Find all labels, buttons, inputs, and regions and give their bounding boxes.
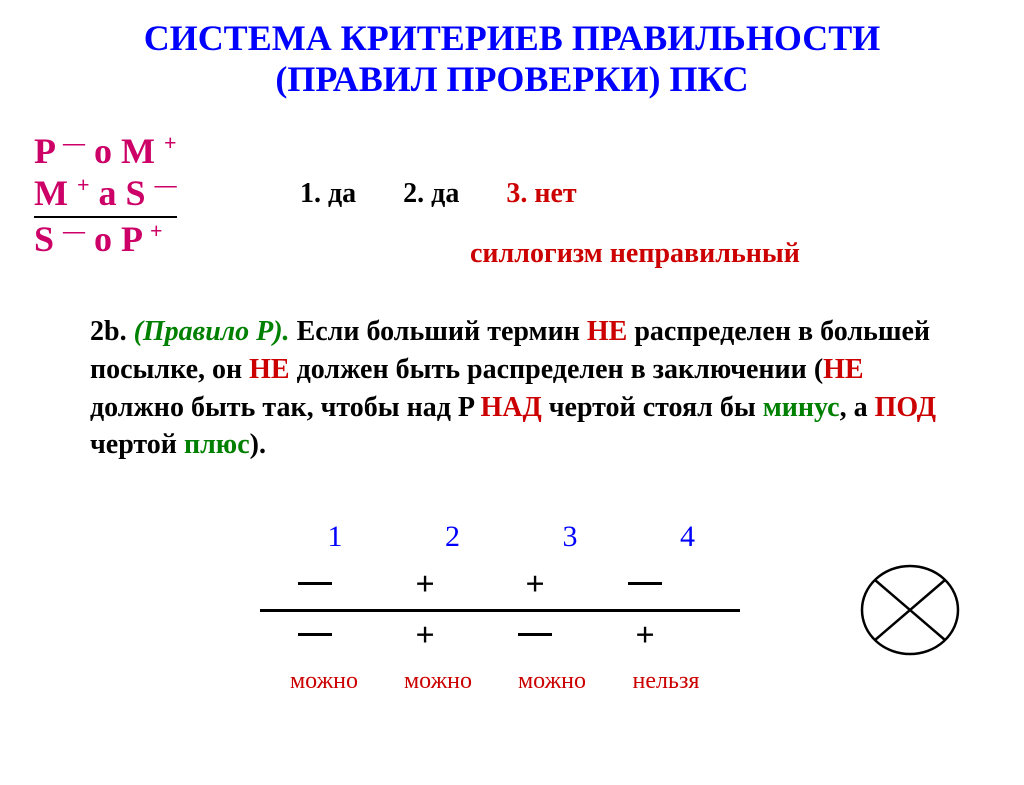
answer-1: 1. да bbox=[300, 178, 356, 210]
rule-t7: чертой bbox=[90, 429, 184, 460]
label-1: можно bbox=[270, 668, 378, 695]
title-line1: СИСТЕМА КРИТЕРИЕВ ПРАВИЛЬНОСТИ bbox=[144, 18, 881, 58]
col-2: 2 bbox=[398, 520, 508, 554]
cell-top-3: + bbox=[480, 563, 590, 607]
slide-title: СИСТЕМА КРИТЕРИЕВ ПРАВИЛЬНОСТИ (ПРАВИЛ П… bbox=[0, 18, 1024, 101]
rule-nad: НАД bbox=[480, 392, 541, 423]
syll-r1-mid: о bbox=[85, 131, 121, 171]
rule-name: (Правило P). bbox=[134, 316, 290, 347]
rule-t6: , а bbox=[840, 392, 875, 423]
syllogism-block: P — о M + M + а S — S — о P + bbox=[34, 130, 177, 260]
syll-r2-mid: а bbox=[90, 173, 126, 213]
answers-row: 1. да 2. да 3. нет bbox=[300, 178, 577, 210]
label-4: нельзя bbox=[612, 668, 720, 695]
syll-r3-mid: о bbox=[85, 219, 121, 259]
table-row-bottom: + + bbox=[260, 614, 740, 658]
rule-pod: ПОД bbox=[875, 392, 936, 423]
col-4: 4 bbox=[633, 520, 743, 554]
syll-r1-s1: — bbox=[63, 130, 85, 155]
rule-t5: чертой стоял бы bbox=[542, 392, 763, 423]
label-3: можно bbox=[498, 668, 606, 695]
table-divider bbox=[260, 609, 740, 612]
syll-r3-b: P bbox=[121, 219, 141, 259]
cell-bot-1 bbox=[260, 614, 370, 658]
rule-ne3: НЕ bbox=[823, 354, 863, 385]
rule-plus: плюс bbox=[184, 429, 250, 460]
col-3: 3 bbox=[515, 520, 625, 554]
col-1: 1 bbox=[280, 520, 390, 554]
cell-bot-4: + bbox=[590, 614, 700, 658]
distribution-table: + + + + bbox=[260, 563, 740, 658]
syll-r1-a: P bbox=[34, 131, 54, 171]
syll-row3: S — о P + bbox=[34, 218, 177, 260]
syll-r1-s2: + bbox=[164, 130, 177, 155]
cell-top-1 bbox=[260, 563, 370, 607]
cell-top-4 bbox=[590, 563, 700, 607]
title-line2: (ПРАВИЛ ПРОВЕРКИ) ПКС bbox=[275, 59, 748, 99]
table-row-top: + + bbox=[260, 563, 740, 607]
syll-r2-b: S bbox=[126, 173, 146, 213]
rule-t3: должен быть распределен в заключении ( bbox=[290, 354, 824, 385]
verdict-text: силлогизм неправильный bbox=[470, 238, 800, 270]
cross-out-icon bbox=[850, 555, 980, 665]
rule-ne2: НЕ bbox=[249, 354, 289, 385]
cell-bot-3 bbox=[480, 614, 590, 658]
syll-r2-s2: — bbox=[155, 172, 177, 197]
syll-row1: P — о M + bbox=[34, 130, 177, 172]
syll-r2-a: M bbox=[34, 173, 68, 213]
label-2: можно bbox=[384, 668, 492, 695]
syll-r3-s2: + bbox=[150, 218, 163, 243]
syll-r3-a: S bbox=[34, 219, 54, 259]
rule-paragraph: 2b. (Правило P). Если больший термин НЕ … bbox=[90, 313, 960, 464]
rule-minus: минус bbox=[763, 392, 840, 423]
cell-bot-2: + bbox=[370, 614, 480, 658]
syll-r2-s1: + bbox=[77, 172, 90, 197]
syll-r1-b: M bbox=[121, 131, 155, 171]
rule-t8: ). bbox=[250, 429, 266, 460]
syll-r3-s1: — bbox=[63, 218, 85, 243]
rule-t1: Если больший термин bbox=[290, 316, 587, 347]
allowed-labels: можно можно можно нельзя bbox=[270, 668, 720, 695]
answer-3: 3. нет bbox=[506, 178, 576, 210]
answer-2: 2. да bbox=[403, 178, 459, 210]
column-numbers: 1 2 3 4 bbox=[280, 520, 743, 554]
rule-ne1: НЕ bbox=[587, 316, 627, 347]
cell-top-2: + bbox=[370, 563, 480, 607]
syll-row2: M + а S — bbox=[34, 172, 177, 218]
rule-label: 2b. bbox=[90, 316, 134, 347]
rule-t4: должно быть так, чтобы над P bbox=[90, 392, 480, 423]
